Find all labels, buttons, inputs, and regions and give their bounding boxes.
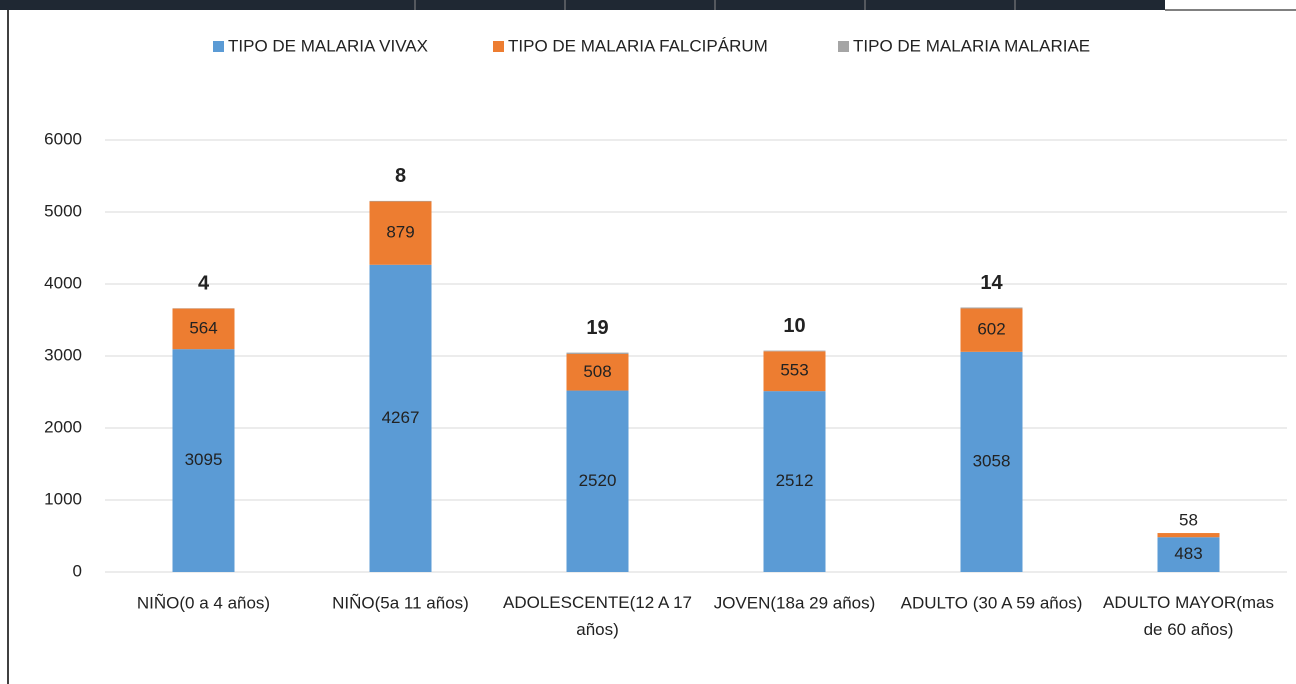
top-strip (0, 0, 1165, 10)
legend-swatch (493, 41, 504, 52)
data-label: 14 (980, 272, 1003, 294)
tab-dividers (414, 0, 1016, 10)
legend-label: TIPO DE MALARIA FALCIPÁRUM (508, 36, 768, 55)
data-label: 879 (386, 223, 414, 242)
bar-segment (960, 351, 1023, 572)
bar-segment (960, 308, 1023, 352)
bar-segment (960, 307, 1023, 309)
data-label: 19 (586, 317, 608, 339)
data-label: 483 (1174, 544, 1202, 563)
data-label: 4 (198, 273, 210, 295)
bar-segment (1157, 537, 1220, 572)
bar-segment (763, 350, 826, 352)
bar-segment (763, 391, 826, 572)
y-tick-label: 2000 (44, 417, 82, 436)
x-tick-label: ADOLESCENTE(12 A 17 años) (503, 593, 692, 639)
bar-segment (566, 390, 629, 572)
y-tick-label: 5000 (44, 201, 82, 220)
data-label: 2520 (579, 471, 617, 490)
data-label: 2512 (776, 471, 814, 490)
x-tick-label: NIÑO(5a 11 años) (332, 593, 469, 612)
y-tick-label: 3000 (44, 345, 82, 364)
bar-segment (369, 200, 432, 202)
bar-segment (369, 201, 432, 265)
y-tick-label: 1000 (44, 489, 82, 508)
bar-segment (763, 351, 826, 392)
x-tick-label: ADULTO (30 A 59 años) (901, 593, 1083, 612)
y-tick-label: 0 (73, 561, 82, 580)
bar-segment (172, 349, 235, 572)
data-label: 3058 (973, 451, 1011, 470)
bar-segment (172, 308, 235, 350)
data-label: 4267 (382, 408, 420, 427)
data-label: 564 (189, 318, 217, 337)
bar-segment (566, 352, 629, 354)
data-label: 602 (977, 320, 1005, 339)
data-label: 508 (583, 362, 611, 381)
x-tick-label: NIÑO(0 a 4 años) (137, 593, 270, 612)
legend-label: TIPO DE MALARIA MALARIAE (853, 36, 1090, 55)
x-tick-label: ADULTO MAYOR(mas de 60 años) (1103, 593, 1274, 639)
legend-label: TIPO DE MALARIA VIVAX (228, 36, 428, 55)
data-label: 553 (780, 361, 808, 380)
bar-segment (566, 353, 629, 391)
x-tick-label: JOVEN(18a 29 años) (714, 593, 876, 612)
y-tick-label: 6000 (44, 129, 82, 148)
bar-segment (369, 264, 432, 572)
legend-swatch (213, 41, 224, 52)
y-tick-label: 4000 (44, 273, 82, 292)
data-label: 3095 (185, 450, 223, 469)
data-label: 10 (783, 315, 805, 337)
legend-swatch (838, 41, 849, 52)
data-label: 8 (395, 165, 406, 187)
data-label: 58 (1179, 511, 1198, 530)
bar-segment (1157, 533, 1220, 538)
